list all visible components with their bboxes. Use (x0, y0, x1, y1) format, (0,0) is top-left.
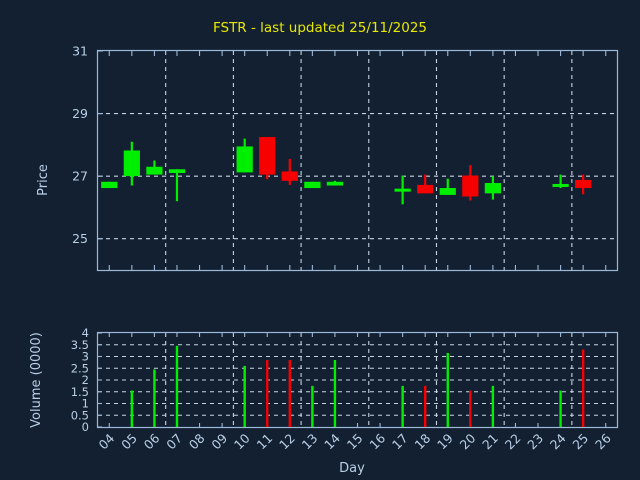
candlestick-07 (168, 169, 186, 202)
volume-axis-ticks: 00.511.522.533.54 (71, 326, 102, 434)
day-axis-label: Day (339, 461, 365, 476)
volume-tick-label: 2.5 (71, 361, 89, 375)
candlestick-14 (326, 180, 344, 186)
volume-plot-frame (96, 331, 619, 429)
price-gridlines (98, 51, 617, 270)
candlestick-series (101, 137, 592, 205)
volume-tick-label: 3.5 (71, 338, 89, 352)
candlestick-06 (146, 160, 163, 175)
candlestick-11 (259, 137, 276, 180)
volume-axis-label: Volume (0000) (29, 332, 44, 428)
volume-series (130, 345, 585, 427)
volume-tick-label: 2 (82, 373, 89, 387)
volume-tick-label: 4 (82, 326, 89, 340)
price-tick-label: 27 (72, 169, 88, 184)
volume-tick-label: 3 (82, 350, 89, 364)
volume-tick-label: 0 (82, 420, 89, 434)
price-axis-label: Price (36, 164, 51, 196)
candlestick-25 (575, 174, 592, 195)
price-axis-ticks: 25 27 29 31 (72, 44, 103, 246)
candlestick-19 (439, 178, 456, 195)
candlestick-04 (101, 181, 118, 189)
price-plot-frame (96, 49, 619, 272)
candlestick-13 (304, 181, 321, 189)
price-tick-label: 25 (72, 231, 88, 246)
candlestick-17 (394, 175, 411, 205)
candlestick-18 (417, 174, 434, 194)
price-tick-label: 29 (72, 106, 88, 121)
volume-tick-label: 0.5 (71, 408, 89, 422)
candlestick-20 (462, 165, 479, 201)
candlestick-12 (281, 158, 298, 185)
volume-tick-label: 1.5 (71, 385, 89, 399)
volume-gridlines (98, 333, 617, 427)
chart-title: FSTR - last updated 25/11/2025 (213, 20, 427, 36)
candlestick-24 (552, 174, 569, 189)
candlestick-10 (236, 138, 253, 173)
candlestick-05 (123, 141, 140, 186)
candlestick-21 (484, 176, 502, 200)
price-tick-label: 31 (72, 44, 88, 59)
volume-tick-label: 1 (82, 397, 89, 411)
